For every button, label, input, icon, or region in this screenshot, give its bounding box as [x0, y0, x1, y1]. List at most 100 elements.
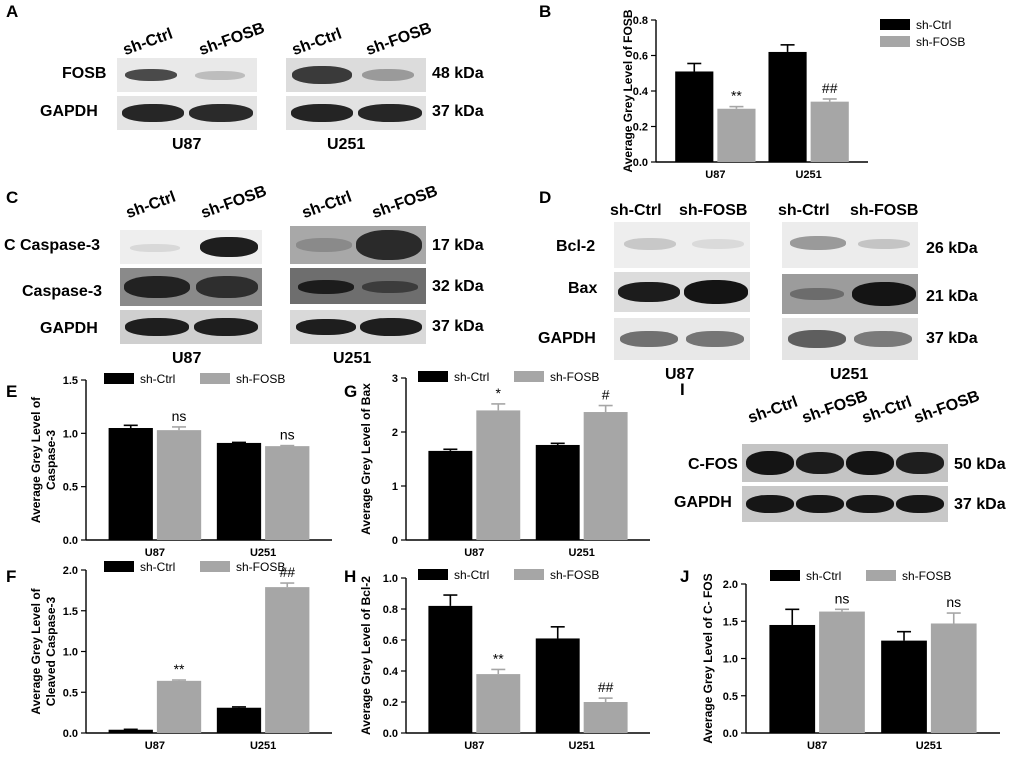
- significance-label: *: [496, 385, 502, 401]
- row-label-bax: Bax: [568, 280, 598, 297]
- row-label-caspase3: Caspase-3: [22, 283, 103, 300]
- bar-fosb: [265, 446, 310, 540]
- y-axis-label: Average Grey Level of Bcl-2: [359, 576, 373, 735]
- row-label-cleaved-caspase3: C Caspase-3: [4, 237, 101, 254]
- blot-strip: [782, 318, 918, 360]
- row-label-gapdh: GAPDH: [40, 320, 98, 337]
- panel-letter-g: G: [344, 382, 358, 401]
- legend-label: sh-Ctrl: [140, 560, 175, 574]
- y-tick-label: 1.0: [383, 573, 398, 585]
- bar-ctrl: [108, 428, 153, 540]
- legend-swatch: [866, 570, 896, 581]
- y-tick-label: 2.0: [723, 579, 738, 591]
- category-label: U87: [464, 547, 484, 559]
- cell-label-u251: U251: [333, 350, 372, 367]
- legend-label: sh-Ctrl: [454, 568, 489, 582]
- panel-letter-b: B: [539, 2, 552, 21]
- y-tick-label: 0.0: [63, 535, 78, 547]
- kda-label: 50 kDa: [954, 456, 1006, 473]
- cell-label-u87: U87: [172, 350, 202, 367]
- panel-letter-d: D: [539, 188, 552, 207]
- bar-ctrl: [535, 638, 580, 733]
- category-label: U87: [145, 740, 165, 752]
- panel-letter-f: F: [6, 567, 17, 586]
- y-tick-label: 1.5: [63, 375, 78, 387]
- panel-letter-h: H: [344, 567, 357, 586]
- significance-label: ##: [822, 80, 838, 96]
- blot-strip: [614, 272, 750, 312]
- category-label: U251: [795, 169, 821, 181]
- y-tick-label: 0.0: [63, 728, 78, 740]
- legend-label: sh-FOSB: [916, 35, 965, 49]
- y-tick-label: 1.5: [63, 606, 78, 618]
- legend-label: sh-Ctrl: [140, 372, 175, 386]
- significance-label: **: [493, 650, 504, 666]
- legend-swatch: [200, 373, 230, 384]
- kda-label: 37 kDa: [954, 496, 1006, 513]
- panel-letter-c: C: [6, 188, 19, 207]
- panel-letter-a: A: [6, 2, 19, 21]
- bar-fosb: [930, 623, 977, 733]
- blot-strip: [782, 222, 918, 268]
- kda-label: 37 kDa: [432, 318, 484, 335]
- y-tick-label: 3: [392, 373, 398, 385]
- row-label-cfos: C-FOS: [688, 456, 738, 473]
- legend-label: sh-FOSB: [550, 568, 599, 582]
- blot-strip: [290, 268, 426, 304]
- blot-strip: [782, 274, 918, 314]
- bar-fosb: [583, 412, 628, 540]
- chart-h: 0.0 0.2 0.4 0.6 0.8 1.0 Average Grey Level of …: [359, 568, 650, 752]
- significance-label: ##: [598, 679, 614, 695]
- row-label-fosb: FOSB: [62, 65, 107, 82]
- bar-fosb: [265, 587, 310, 733]
- bar-ctrl: [535, 444, 580, 540]
- bar-ctrl: [675, 71, 714, 162]
- legend-label: sh-FOSB: [236, 560, 285, 574]
- y-tick-label: 2.0: [63, 565, 78, 577]
- blot-strip: [290, 226, 426, 264]
- bar-ctrl: [881, 640, 927, 733]
- blot-strip: [117, 96, 257, 130]
- bar-fosb: [476, 410, 521, 540]
- blot-strip: [286, 96, 426, 130]
- significance-label: ##: [279, 564, 295, 580]
- legend-swatch: [418, 371, 448, 382]
- legend-swatch: [880, 36, 910, 47]
- cell-label-u87: U87: [665, 366, 695, 383]
- y-tick-label: 2: [392, 427, 398, 439]
- blot-strip: [742, 444, 948, 482]
- significance-label: **: [174, 661, 185, 677]
- lane-label-fosb: sh-FOSB: [850, 202, 919, 219]
- bar-ctrl: [769, 624, 816, 733]
- bar-fosb: [583, 702, 628, 733]
- blot-strip: [614, 318, 750, 360]
- blot-strip: [290, 310, 426, 344]
- legend-label: sh-FOSB: [550, 370, 599, 384]
- panel-letter-i: I: [680, 380, 685, 399]
- bar-fosb: [810, 101, 849, 162]
- row-label-gapdh: GAPDH: [538, 330, 596, 347]
- category-label: U251: [250, 740, 276, 752]
- y-tick-label: 0.8: [383, 604, 398, 616]
- legend-swatch: [770, 570, 800, 581]
- y-tick-label: 0.2: [383, 697, 398, 709]
- kda-label: 37 kDa: [432, 103, 484, 120]
- bar-ctrl: [428, 450, 473, 540]
- legend-swatch: [418, 569, 448, 580]
- y-tick-label: 0.4: [633, 86, 649, 98]
- panel-letter-e: E: [6, 382, 18, 401]
- chart-j: 0.0 0.5 1.0 1.5 2.0 Average Grey Level of C- …: [701, 569, 1000, 752]
- y-tick-label: 0.8: [633, 15, 648, 27]
- panel-letter-j: J: [680, 567, 690, 586]
- significance-label: ns: [835, 590, 850, 606]
- kda-label: 48 kDa: [432, 65, 484, 82]
- y-tick-label: 1: [392, 481, 398, 493]
- chart-e: 0.0 0.5 1.0 1.5 Average Grey Level of Caspase…: [29, 372, 332, 559]
- category-label: U251: [569, 740, 595, 752]
- y-tick-label: 0.5: [63, 687, 78, 699]
- y-tick-label: 1.0: [723, 654, 738, 666]
- y-axis-label: Average Grey Level of FOSB: [621, 9, 635, 172]
- legend-swatch: [104, 561, 134, 572]
- y-axis-label: Average Grey Level of Bax: [359, 383, 373, 535]
